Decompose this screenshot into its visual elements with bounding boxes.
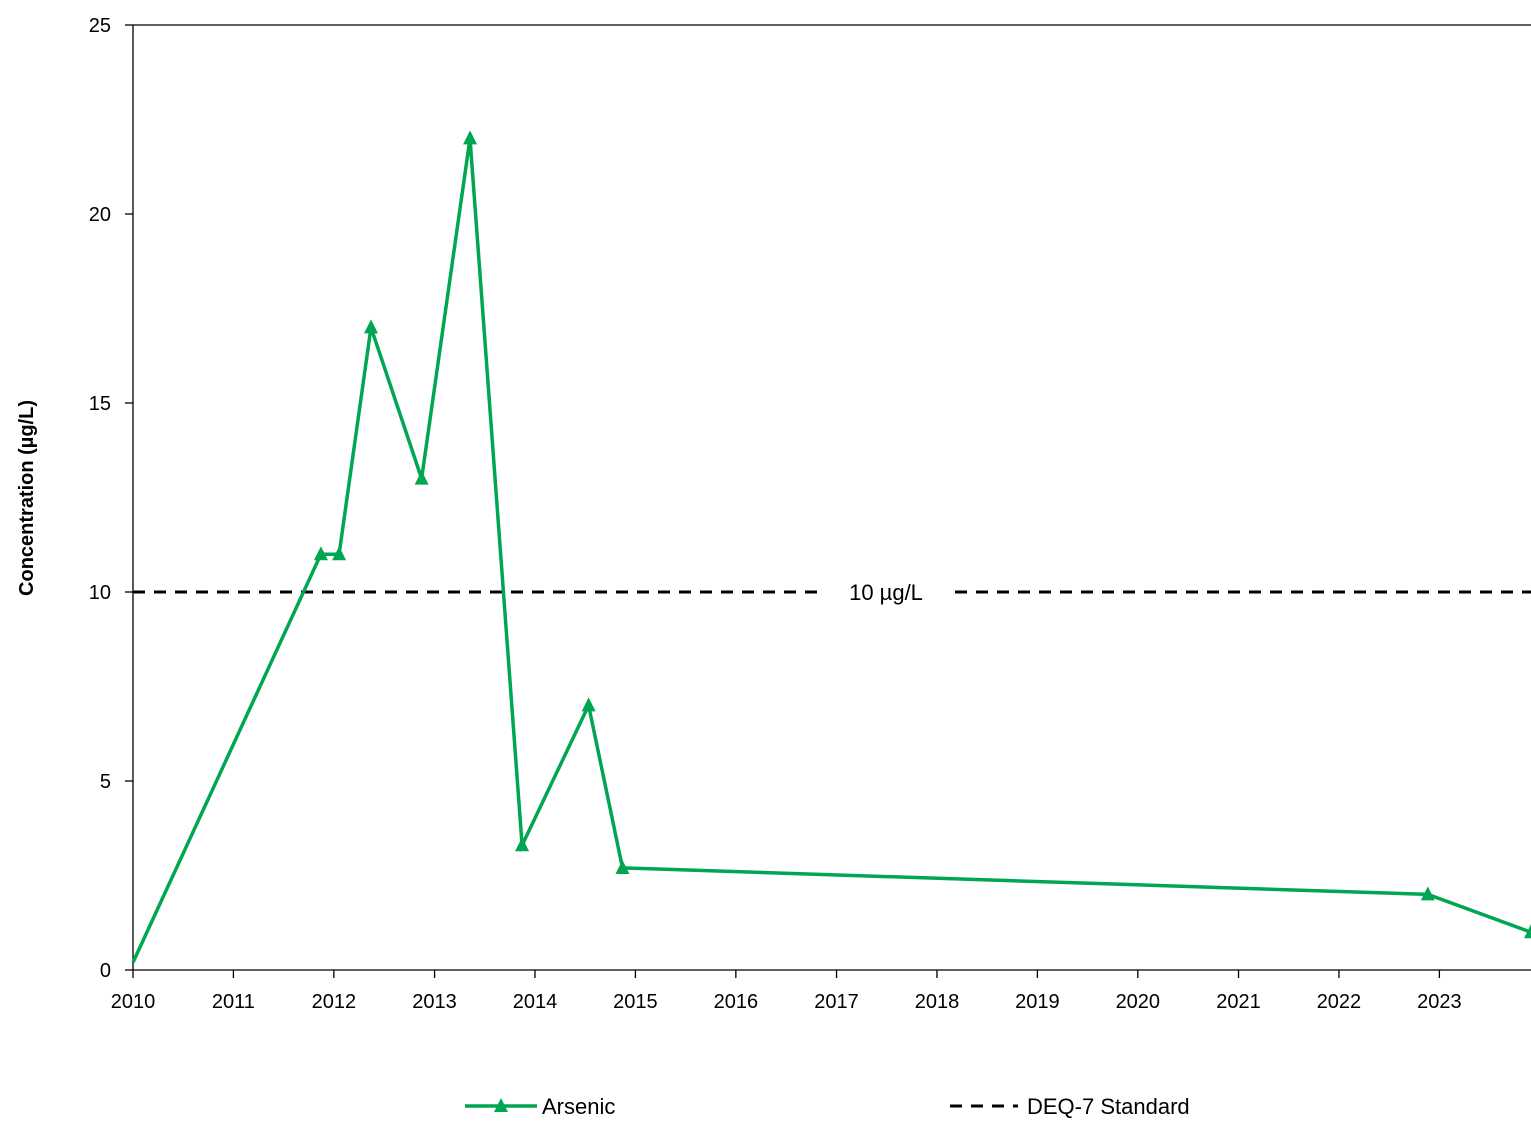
legend-arsenic-triangle-icon xyxy=(494,1098,508,1112)
x-tick-label: 2017 xyxy=(814,991,859,1013)
y-tick-label: 0 xyxy=(100,960,111,982)
x-tick-label: 2023 xyxy=(1417,991,1462,1013)
x-tick-label: 2015 xyxy=(613,991,658,1013)
x-tick-label: 2018 xyxy=(915,991,960,1013)
arsenic-data-point xyxy=(581,697,596,712)
arsenic-series-line xyxy=(131,138,1531,964)
arsenic-data-point xyxy=(414,470,429,485)
arsenic-data-point xyxy=(363,319,378,334)
legend-deq7-label: DEQ-7 Standard xyxy=(1027,1094,1190,1119)
x-tick-label: 2020 xyxy=(1116,991,1161,1013)
x-tick-label: 2013 xyxy=(412,991,457,1013)
arsenic-data-point xyxy=(1420,886,1435,901)
x-tick-label: 2010 xyxy=(111,991,156,1013)
x-tick-label: 2019 xyxy=(1015,991,1060,1013)
arsenic-data-point xyxy=(515,837,530,852)
arsenic-data-point xyxy=(1524,924,1531,939)
legend: Arsenic DEQ-7 Standard xyxy=(465,1094,1190,1119)
y-axis-title: Concentration (µg/L) xyxy=(16,400,38,596)
x-tick-label: 2014 xyxy=(513,991,558,1013)
arsenic-data-point xyxy=(313,546,328,561)
y-tick-label: 10 xyxy=(89,582,111,604)
x-tick-label: 2012 xyxy=(312,991,357,1013)
x-axis-ticks: 2010 2011 2012 2013 2014 2015 2016 2017 2018 2019… xyxy=(111,970,1462,1013)
arsenic-data-point xyxy=(332,546,347,561)
legend-item-arsenic: Arsenic xyxy=(465,1094,615,1119)
y-axis-ticks: 0 5 10 15 20 25 xyxy=(89,15,133,982)
axes xyxy=(132,24,1531,971)
x-tick-label: 2021 xyxy=(1216,991,1261,1013)
deq7-standard-label: 10 µg/L xyxy=(849,580,923,605)
x-tick-label: 2022 xyxy=(1317,991,1362,1013)
arsenic-data-point xyxy=(463,130,478,145)
legend-item-deq7-standard: DEQ-7 Standard xyxy=(950,1094,1190,1119)
y-tick-label: 15 xyxy=(89,393,111,415)
y-tick-label: 25 xyxy=(89,15,111,37)
legend-arsenic-label: Arsenic xyxy=(542,1094,615,1119)
x-tick-label: 2016 xyxy=(714,991,759,1013)
arsenic-data-point xyxy=(615,859,630,874)
x-tick-label: 2011 xyxy=(212,991,255,1013)
y-tick-label: 20 xyxy=(89,204,111,226)
series-layer: 10 µg/L xyxy=(131,130,1531,964)
y-tick-label: 5 xyxy=(100,771,111,793)
